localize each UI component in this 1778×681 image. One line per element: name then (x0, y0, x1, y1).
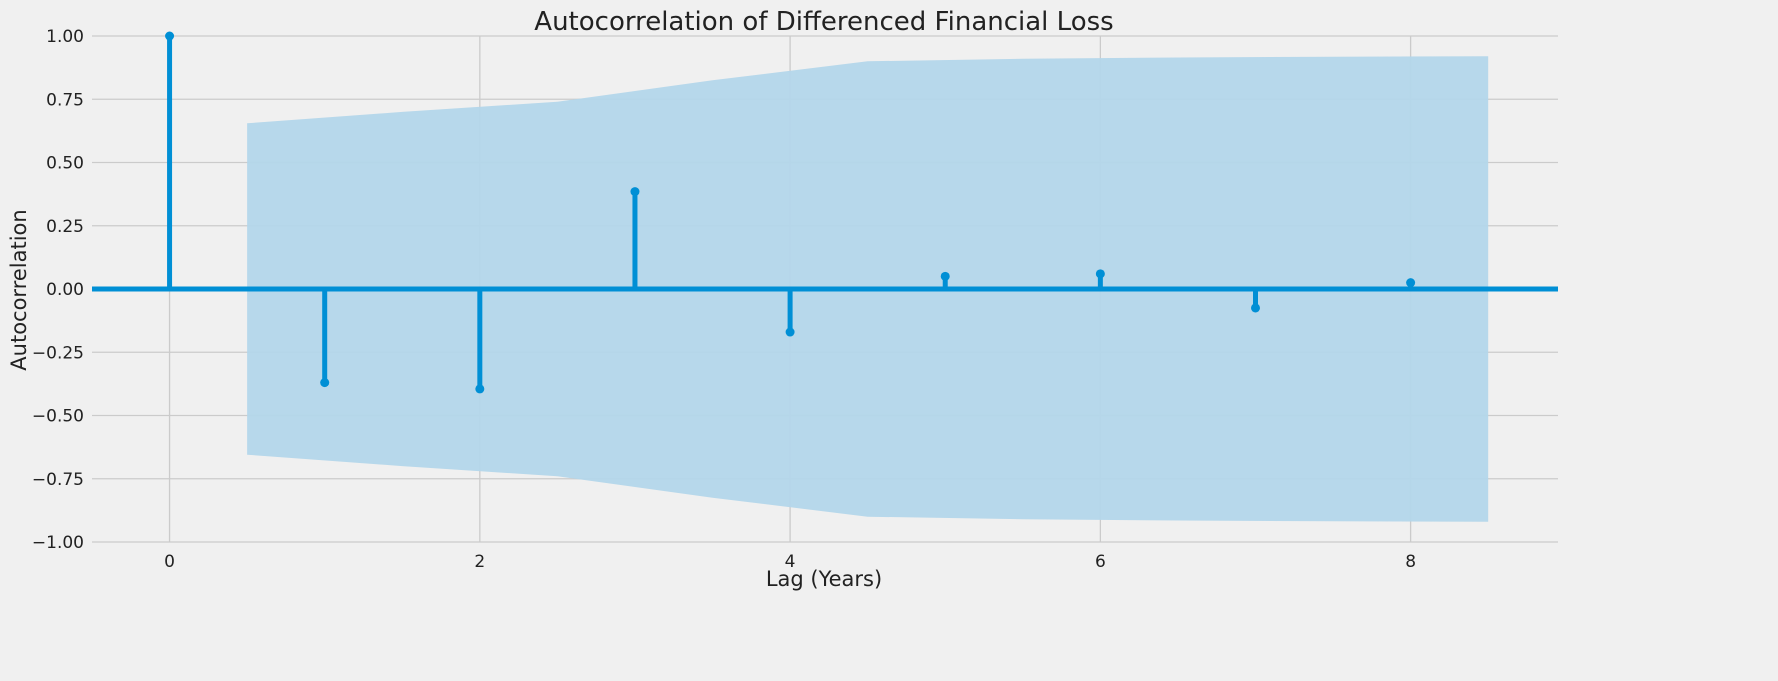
x-tick-label: 8 (1405, 552, 1416, 572)
y-tick-label: 0.50 (46, 154, 84, 174)
acf-point-lag-6 (1095, 269, 1105, 279)
y-tick-label: 0.00 (46, 280, 84, 300)
acf-point-lag-2 (475, 384, 485, 394)
acf-point-lag-8 (1406, 278, 1416, 288)
acf-point-lag-5 (940, 271, 950, 281)
acf-point-lag-4 (785, 327, 795, 337)
x-axis-label: Lag (Years) (766, 567, 882, 591)
chart-title: Autocorrelation of Differenced Financial… (534, 7, 1113, 37)
acf-point-lag-1 (320, 378, 330, 388)
x-tick-label: 2 (474, 552, 485, 572)
stem-layer (92, 31, 1558, 394)
x-tick-label: 0 (164, 552, 175, 572)
acf-point-lag-3 (630, 187, 640, 197)
acf-point-lag-0 (165, 31, 175, 41)
y-tick-label: 0.25 (46, 217, 84, 237)
tick-labels: −1.00 −0.75 −0.50 −0.25 0.00 0.25 0.50 0.75 1.00… (32, 27, 1416, 572)
y-tick-label: 1.00 (46, 27, 84, 47)
x-tick-label: 6 (1095, 552, 1106, 572)
y-tick-label: −0.75 (32, 470, 84, 490)
y-tick-label: −0.25 (32, 343, 84, 363)
y-tick-label: −1.00 (32, 533, 84, 553)
y-tick-label: −0.50 (32, 407, 84, 427)
acf-point-lag-7 (1250, 303, 1260, 313)
y-tick-label: 0.75 (46, 90, 84, 110)
x-tick-label: 4 (785, 552, 796, 572)
y-axis-label: Autocorrelation (7, 209, 31, 370)
